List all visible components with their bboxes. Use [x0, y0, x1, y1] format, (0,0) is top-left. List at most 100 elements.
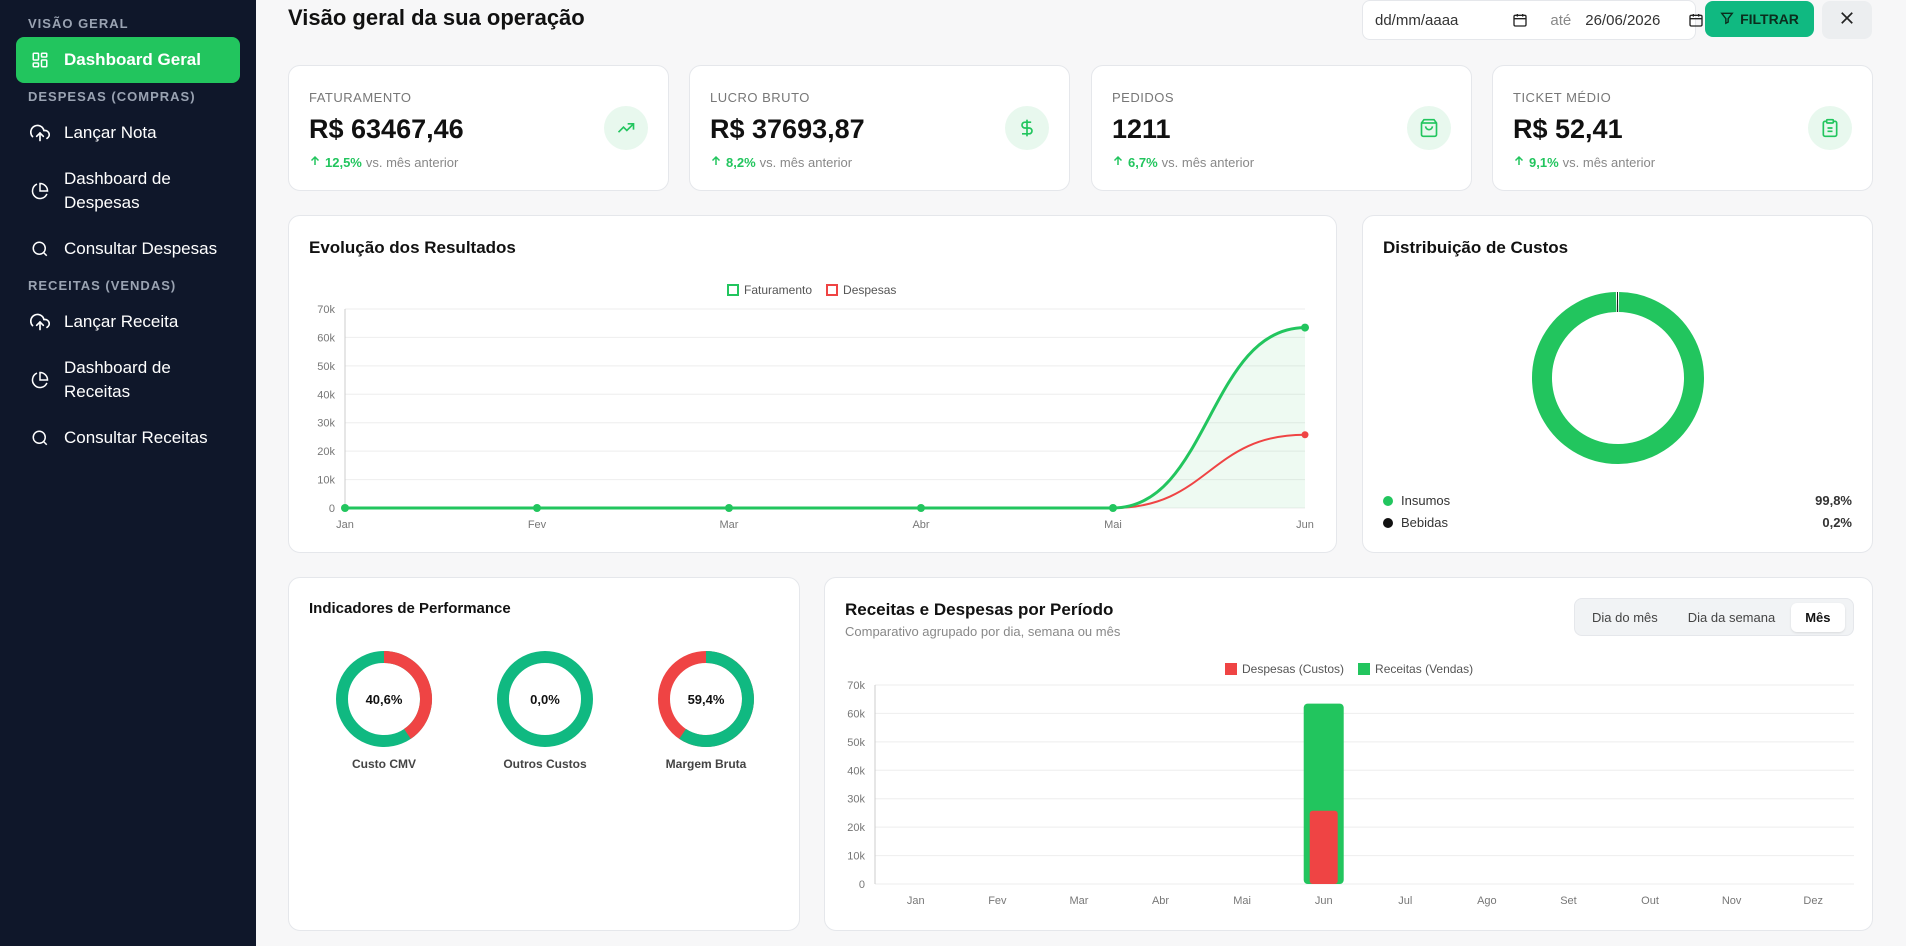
- x-tick-label: Jan: [907, 895, 925, 907]
- date-to-input[interactable]: 26/06/2026: [1585, 11, 1661, 29]
- performance-ring: [497, 651, 593, 747]
- evolution-chart-card: Evolução dos Resultados Faturamento Desp…: [288, 215, 1337, 553]
- sidebar-item-consultar-receitas[interactable]: Consultar Receitas: [16, 415, 240, 461]
- sidebar-item-label: Dashboard de Despesas: [64, 169, 171, 212]
- layout-grid-icon: [30, 50, 50, 70]
- sidebar-item-label: Lançar Nota: [64, 123, 157, 142]
- kpi-delta-value: 12,5%: [325, 155, 362, 170]
- close-icon: [1838, 9, 1856, 32]
- grouping-option-dia-mes[interactable]: Dia do mês: [1592, 609, 1658, 625]
- cloud-upload-icon: [30, 312, 50, 332]
- x-tick-label: Ago: [1477, 895, 1497, 907]
- performance-value: 59,4%: [687, 691, 725, 707]
- arrow-up-icon: [1112, 155, 1124, 170]
- y-tick-label: 0: [329, 503, 335, 515]
- legend-item[interactable]: Faturamento: [727, 283, 812, 297]
- dollar-icon: [1005, 106, 1049, 150]
- shopping-bag-icon: [1407, 106, 1451, 150]
- sidebar-item-lancar-nota[interactable]: Lançar Nota: [16, 110, 240, 156]
- x-tick-label: Fev: [988, 895, 1007, 907]
- legend-item[interactable]: Receitas (Vendas): [1358, 662, 1473, 676]
- faturamento-point: [1301, 323, 1309, 332]
- evolution-chart-title: Evolução dos Resultados: [309, 238, 516, 257]
- sidebar-item-label: Dashboard Geral: [64, 50, 201, 69]
- kpi-delta-value: 8,2%: [726, 155, 756, 170]
- ring-track: [497, 651, 593, 747]
- legend-swatch: [727, 284, 739, 296]
- sidebar-item-lancar-receita[interactable]: Lançar Receita: [16, 299, 240, 345]
- faturamento-point: [341, 504, 349, 512]
- kpi-label: TICKET MÉDIO: [1513, 90, 1612, 105]
- y-tick-label: 20k: [847, 822, 865, 834]
- kpi-delta: 6,7% vs. mês anterior: [1112, 155, 1254, 170]
- sidebar-item-label: Dashboard de Receitas: [64, 358, 171, 401]
- period-grouping-toggle: Dia do mês Dia da semana Mês: [1574, 598, 1854, 636]
- clear-filter-button[interactable]: [1822, 1, 1872, 39]
- kpi-card-pedidos: PEDIDOS 1211 6,7% vs. mês anterior: [1091, 65, 1472, 191]
- distribution-donut-chart: [1532, 292, 1704, 464]
- pie-slice-insumos: [1532, 292, 1704, 464]
- y-tick-label: 10k: [317, 475, 335, 487]
- y-tick-label: 10k: [847, 851, 865, 863]
- page-title: Visão geral da sua operação: [288, 5, 585, 30]
- performance-label: Outros Custos: [503, 757, 587, 771]
- performance-ring: [336, 651, 432, 747]
- faturamento-area: [345, 327, 1305, 508]
- filter-button[interactable]: FILTRAR: [1705, 1, 1814, 37]
- faturamento-point: [1109, 504, 1117, 512]
- faturamento-line: [345, 326, 1306, 510]
- x-tick-label: Abr: [1152, 895, 1169, 907]
- kpi-delta-text: vs. mês anterior: [1562, 155, 1656, 170]
- performance-indicator-margem: 59,4% Margem Bruta: [646, 649, 766, 771]
- y-tick-label: 50k: [847, 737, 865, 749]
- performance-label: Custo CMV: [352, 757, 416, 771]
- kpi-delta-value: 6,7%: [1128, 155, 1158, 170]
- x-tick-label: Mai: [1233, 895, 1251, 907]
- grouping-option-dia-semana[interactable]: Dia da semana: [1687, 609, 1776, 625]
- kpi-label: LUCRO BRUTO: [710, 90, 810, 105]
- date-range-filter: dd/mm/aaaa até 26/06/2026: [1362, 0, 1703, 40]
- sidebar-item-dashboard-receitas[interactable]: Dashboard de Receitas: [16, 345, 240, 415]
- date-separator: até: [1550, 11, 1572, 29]
- period-chart-title: Receitas e Despesas por Período: [845, 600, 1114, 619]
- legend-item[interactable]: Despesas (Custos): [1225, 662, 1344, 676]
- grouping-option-mes[interactable]: Mês: [1791, 602, 1845, 632]
- y-tick-label: 40k: [847, 765, 865, 777]
- kpi-delta-value: 9,1%: [1529, 155, 1559, 170]
- legend-label: Despesas (Custos): [1242, 662, 1345, 676]
- performance-ring: [658, 651, 754, 747]
- legend-swatch: [1225, 663, 1237, 675]
- sidebar-item-consultar-despesas[interactable]: Consultar Despesas: [16, 226, 240, 272]
- evolution-legend: Faturamento Despesas: [727, 283, 896, 297]
- date-from-input[interactable]: dd/mm/aaaa: [1375, 11, 1459, 29]
- legend-swatch: [1358, 663, 1371, 675]
- sidebar-item-label: Consultar Receitas: [64, 428, 208, 447]
- distribution-legend-item: Bebidas 0,2%: [1383, 515, 1852, 530]
- calendar-icon[interactable]: [1512, 12, 1528, 28]
- calendar-icon[interactable]: [1688, 12, 1704, 28]
- clipboard-icon: [1808, 106, 1852, 150]
- x-tick-label: Jul: [1398, 895, 1412, 907]
- x-tick-label: Jun: [1315, 895, 1333, 907]
- sidebar: VISÃO GERAL Dashboard Geral DESPESAS (CO…: [0, 0, 256, 946]
- kpi-value: R$ 37693,87: [710, 114, 865, 144]
- performance-card: Indicadores de Performance 40,6% Custo C…: [288, 577, 800, 931]
- period-chart-card: Receitas e Despesas por Período Comparat…: [824, 577, 1873, 931]
- legend-dot: [1383, 495, 1393, 506]
- legend-label: Faturamento: [744, 283, 813, 297]
- sidebar-item-dashboard-despesas[interactable]: Dashboard de Despesas: [16, 156, 240, 226]
- legend-item[interactable]: Despesas: [826, 283, 896, 297]
- y-tick-label: 70k: [847, 680, 865, 692]
- cloud-upload-icon: [30, 123, 50, 143]
- arrow-up-icon: [309, 155, 321, 170]
- x-tick-label: Fev: [528, 519, 547, 531]
- y-tick-label: 30k: [847, 794, 865, 806]
- x-tick-label: Out: [1641, 895, 1659, 907]
- x-tick-label: Jun: [1296, 519, 1314, 531]
- trending-up-icon: [604, 106, 648, 150]
- x-tick-label: Dez: [1803, 895, 1823, 907]
- bar-despesas: [1309, 810, 1338, 884]
- sidebar-item-dashboard-geral[interactable]: Dashboard Geral: [16, 37, 240, 83]
- y-tick-label: 0: [859, 879, 865, 891]
- faturamento-point: [917, 504, 925, 512]
